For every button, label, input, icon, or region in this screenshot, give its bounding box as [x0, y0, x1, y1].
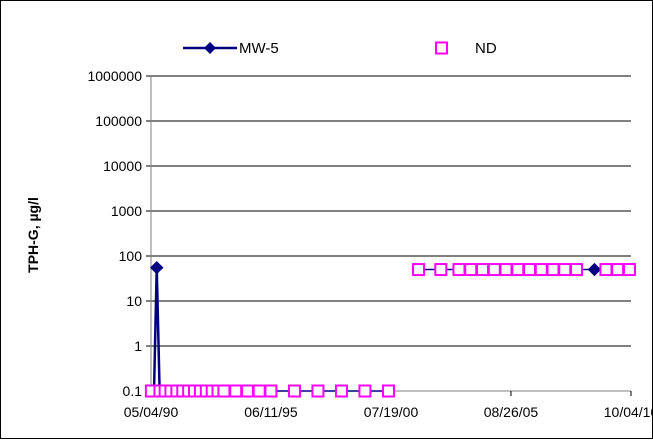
y-tick-label: 1000000	[87, 68, 142, 84]
y-tick-label: 0.1	[123, 383, 143, 399]
series-layer	[144, 260, 636, 398]
data-point-nd	[523, 263, 537, 277]
y-tick-label: 100	[119, 248, 143, 264]
legend: MW-5 ND	[183, 40, 497, 57]
y-tick-label: 1	[134, 338, 142, 354]
y-tick-label: 100000	[95, 113, 142, 129]
axes	[146, 75, 632, 396]
data-point-mw-5	[587, 262, 602, 277]
legend-marker-nd	[435, 41, 448, 55]
data-point-nd	[487, 263, 501, 277]
data-point-nd	[287, 384, 301, 398]
data-point-nd	[229, 384, 243, 398]
data-point-nd	[476, 263, 490, 277]
data-point-nd	[464, 263, 478, 277]
data-point-nd	[381, 384, 395, 398]
data-point-nd	[412, 263, 426, 277]
x-tick-label: 10/04/10	[604, 404, 652, 420]
x-tick-label: 05/04/90	[124, 404, 179, 420]
data-point-nd	[452, 263, 466, 277]
y-axis-label: TPH-G, µg/l	[25, 197, 41, 273]
gridlines	[151, 75, 631, 347]
data-point-nd	[611, 263, 625, 277]
x-tick-label: 07/19/00	[364, 404, 419, 420]
data-point-nd	[599, 263, 613, 277]
data-point-nd	[217, 384, 231, 398]
data-point-nd	[558, 263, 572, 277]
y-tick-label: 10000	[103, 158, 142, 174]
data-point-nd	[511, 263, 525, 277]
x-tick-label: 08/26/05	[484, 404, 539, 420]
y-tick-label: 1000	[111, 203, 142, 219]
data-point-nd	[358, 384, 372, 398]
data-point-nd	[622, 263, 636, 277]
legend-marker-mw-5	[204, 42, 216, 54]
data-point-nd	[499, 263, 513, 277]
data-point-nd	[546, 263, 560, 277]
data-point-nd	[264, 384, 278, 398]
data-point-mw-5	[150, 260, 164, 275]
legend-label-mw-5: MW-5	[239, 40, 279, 57]
y-tick-labels: 0.1 1 10 100 1000 10000 100000 1000000	[87, 68, 142, 399]
y-tick-label: 10	[126, 293, 142, 309]
data-point-nd	[434, 263, 448, 277]
legend-label-nd: ND	[475, 40, 497, 57]
data-point-nd	[240, 384, 254, 398]
data-point-nd	[334, 384, 348, 398]
data-point-nd	[311, 384, 325, 398]
x-tick-label: 06/11/95	[244, 404, 298, 420]
data-point-nd	[570, 263, 584, 277]
data-point-nd	[534, 263, 548, 277]
series-line-mw-5	[152, 267, 161, 392]
data-point-nd	[252, 384, 266, 398]
x-tick-labels: 05/04/90 06/11/95 07/19/00 08/26/05 10/04/10	[124, 404, 653, 420]
